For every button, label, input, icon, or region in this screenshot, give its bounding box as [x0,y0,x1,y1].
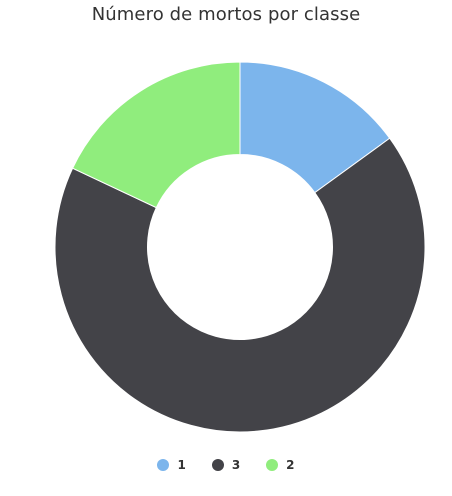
legend-item-2[interactable]: 2 [266,458,295,472]
chart-title: Número de mortos por classe [91,4,361,25]
legend-label: 2 [286,458,295,472]
legend-label: 3 [231,458,241,472]
donut-slices [54,61,426,433]
legend-swatch-icon [211,459,224,471]
legend-item-1[interactable]: 1 [157,458,186,472]
legend-swatch-icon [157,459,170,471]
donut-slice-3[interactable] [54,137,426,433]
legend: 1 3 2 [0,458,452,472]
legend-label: 1 [177,458,186,472]
legend-swatch-icon [266,459,279,471]
legend-item-3[interactable]: 3 [211,458,241,472]
donut-slice-1[interactable] [239,61,391,194]
donut-slice-2[interactable] [71,61,241,209]
